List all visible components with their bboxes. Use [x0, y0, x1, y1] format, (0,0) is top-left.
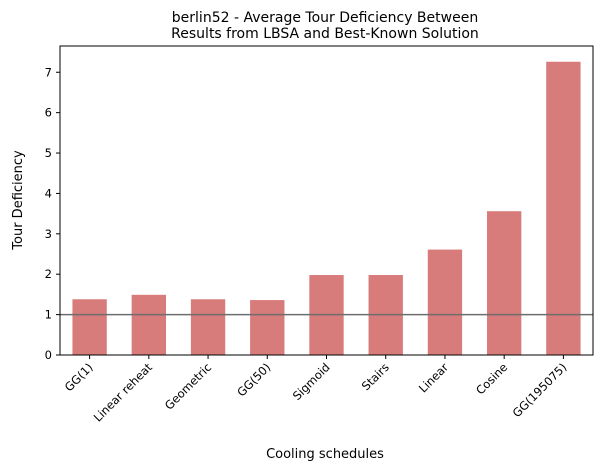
x-axis-label: Cooling schedules	[266, 447, 384, 462]
y-tick-label-7: 7	[45, 65, 52, 79]
chart-title: berlin52 - Average Tour Deficiency Betwe…	[171, 10, 479, 42]
bar-7	[486, 211, 522, 355]
bar-0	[72, 299, 107, 355]
y-tick-label-0: 0	[45, 348, 52, 362]
bar-2	[190, 299, 226, 355]
y-tick-label-2: 2	[45, 267, 52, 281]
x-axis: GG(1)Linear reheat Geometric GG(50) Sigmoid…	[62, 355, 570, 424]
x-tick-label-4: Sigmoid	[290, 360, 333, 403]
x-tick-label-7: Cosine	[473, 360, 510, 397]
y-tick-label-5: 5	[45, 146, 52, 160]
bar-1	[131, 294, 167, 355]
y-tick-label-1: 1	[45, 308, 52, 322]
plot-frame	[59, 45, 594, 356]
y-tick-label-3: 3	[45, 227, 52, 241]
x-tick-label-2: Geometric	[162, 360, 214, 412]
y-axis-label: Tour Deficiency	[11, 150, 26, 251]
x-tick-label-5: Stairs	[359, 360, 392, 393]
x-tick-label-1: Linear reheat	[91, 360, 156, 425]
x-tick-label-6: Linear	[416, 360, 451, 395]
y-tick-label-4: 4	[45, 186, 52, 200]
bars-group	[72, 61, 581, 356]
bar-6	[427, 249, 463, 355]
bar-8	[546, 61, 581, 356]
x-tick-label-8: GG(195075)	[510, 360, 570, 420]
chart-title-line-1: berlin52 - Average Tour Deficiency Betwe…	[172, 10, 478, 26]
bar-3	[250, 300, 285, 355]
y-tick-label-6: 6	[45, 106, 52, 120]
y-axis: 0 1 2 3 4 5 6 7	[45, 65, 60, 362]
chart-title-line-2: Results from LBSA and Best-Known Solutio…	[171, 26, 479, 42]
x-tick-label-3: GG(50)	[234, 360, 273, 399]
x-tick-label-0: GG(1)	[62, 360, 96, 394]
